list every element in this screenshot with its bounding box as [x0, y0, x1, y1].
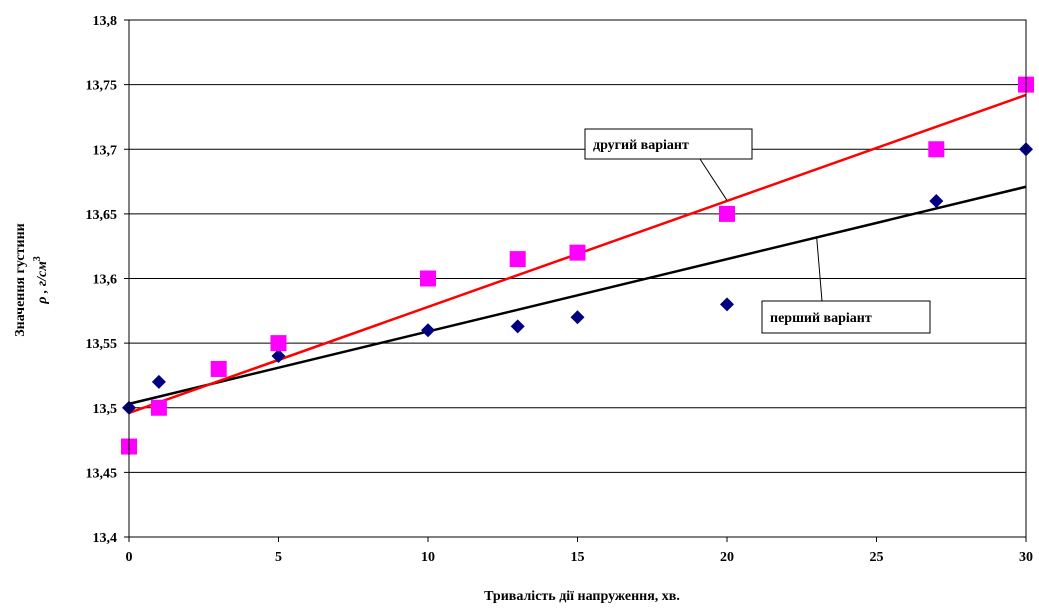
- y-axis-title-sup: 3: [32, 256, 43, 261]
- y-tick-label: 13,5: [93, 402, 118, 417]
- trendline-series-1: [128, 185, 1027, 406]
- x-tick-label: 5: [275, 550, 282, 565]
- point-series-1: [271, 349, 286, 364]
- data-markers: [121, 76, 1034, 455]
- point-series-1: [570, 310, 585, 325]
- x-axis-ticks: 0 5 10 15 20 25 30: [126, 537, 1033, 565]
- y-tick-label: 13,75: [86, 79, 118, 94]
- y-axis-ticks: 13,4 13,45 13,5 13,55 13,6 13,65 13,7 13,75 13,8: [86, 14, 129, 546]
- callout-box: [584, 128, 753, 160]
- x-tick-label: 15: [571, 550, 585, 565]
- point-series-1: [151, 374, 166, 389]
- y-axis-title-unit: ρ , г/см: [35, 261, 50, 305]
- point-series-2: [150, 399, 167, 416]
- y-tick-label: 13,8: [93, 14, 118, 29]
- callout-leader: [816, 237, 823, 302]
- y-axis-title-line2: ρ , г/см3: [32, 256, 50, 305]
- callout-label: перший варіант: [770, 311, 872, 326]
- point-series-2: [270, 335, 287, 352]
- x-tick-label: 10: [421, 550, 435, 565]
- callout-label: другий варіант: [593, 138, 689, 153]
- y-tick-label: 13,65: [86, 208, 118, 223]
- point-series-2: [928, 141, 945, 158]
- series-callouts: другий варіант перший варіант: [584, 128, 931, 334]
- point-series-1: [510, 319, 525, 334]
- y-tick-label: 13,45: [86, 466, 118, 481]
- x-tick-label: 0: [126, 550, 133, 565]
- x-tick-label: 30: [1019, 550, 1033, 565]
- y-tick-label: 13,4: [93, 531, 118, 546]
- callout-leader: [699, 158, 728, 201]
- callout-box: [761, 300, 931, 334]
- point-series-2: [509, 251, 526, 268]
- plot-grid: [129, 19, 1026, 538]
- y-axis-title: Значення густини ρ , г/см3: [13, 223, 50, 336]
- point-series-1: [421, 323, 435, 338]
- point-series-1: [929, 193, 944, 208]
- y-tick-label: 13,6: [93, 273, 118, 288]
- point-series-2: [569, 244, 586, 261]
- x-axis-title: Тривалість дії напруження, хв.: [484, 589, 680, 604]
- y-tick-label: 13,7: [93, 143, 118, 158]
- point-series-2: [719, 205, 735, 222]
- x-tick-label: 20: [720, 550, 734, 565]
- x-tick-label: 25: [870, 550, 884, 565]
- point-series-2: [210, 360, 227, 377]
- point-series-1: [720, 297, 734, 312]
- y-axis-title-line1: Значення густини: [13, 223, 28, 336]
- point-series-2: [420, 270, 436, 287]
- y-tick-label: 13,55: [86, 337, 118, 352]
